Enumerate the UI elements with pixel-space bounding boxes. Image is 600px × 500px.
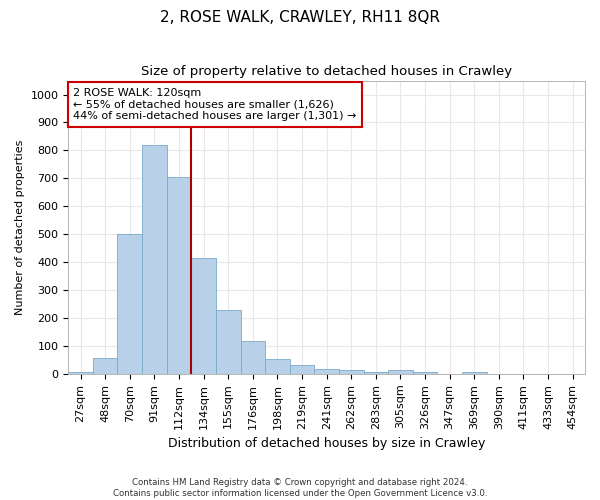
X-axis label: Distribution of detached houses by size in Crawley: Distribution of detached houses by size …	[168, 437, 485, 450]
Y-axis label: Number of detached properties: Number of detached properties	[15, 140, 25, 315]
Text: 2, ROSE WALK, CRAWLEY, RH11 8QR: 2, ROSE WALK, CRAWLEY, RH11 8QR	[160, 10, 440, 25]
Bar	[216, 310, 241, 374]
Bar	[364, 372, 388, 374]
Bar	[167, 177, 191, 374]
Text: 2 ROSE WALK: 120sqm
← 55% of detached houses are smaller (1,626)
44% of semi-det: 2 ROSE WALK: 120sqm ← 55% of detached ho…	[73, 88, 357, 121]
Bar	[68, 372, 93, 374]
Bar	[93, 358, 118, 374]
Bar	[191, 258, 216, 374]
Bar	[413, 372, 437, 374]
Bar	[142, 145, 167, 374]
Bar	[265, 360, 290, 374]
Bar	[290, 364, 314, 374]
Text: Contains HM Land Registry data © Crown copyright and database right 2024.
Contai: Contains HM Land Registry data © Crown c…	[113, 478, 487, 498]
Bar	[388, 370, 413, 374]
Title: Size of property relative to detached houses in Crawley: Size of property relative to detached ho…	[141, 65, 512, 78]
Bar	[118, 234, 142, 374]
Bar	[241, 342, 265, 374]
Bar	[314, 370, 339, 374]
Bar	[339, 370, 364, 374]
Bar	[462, 372, 487, 374]
